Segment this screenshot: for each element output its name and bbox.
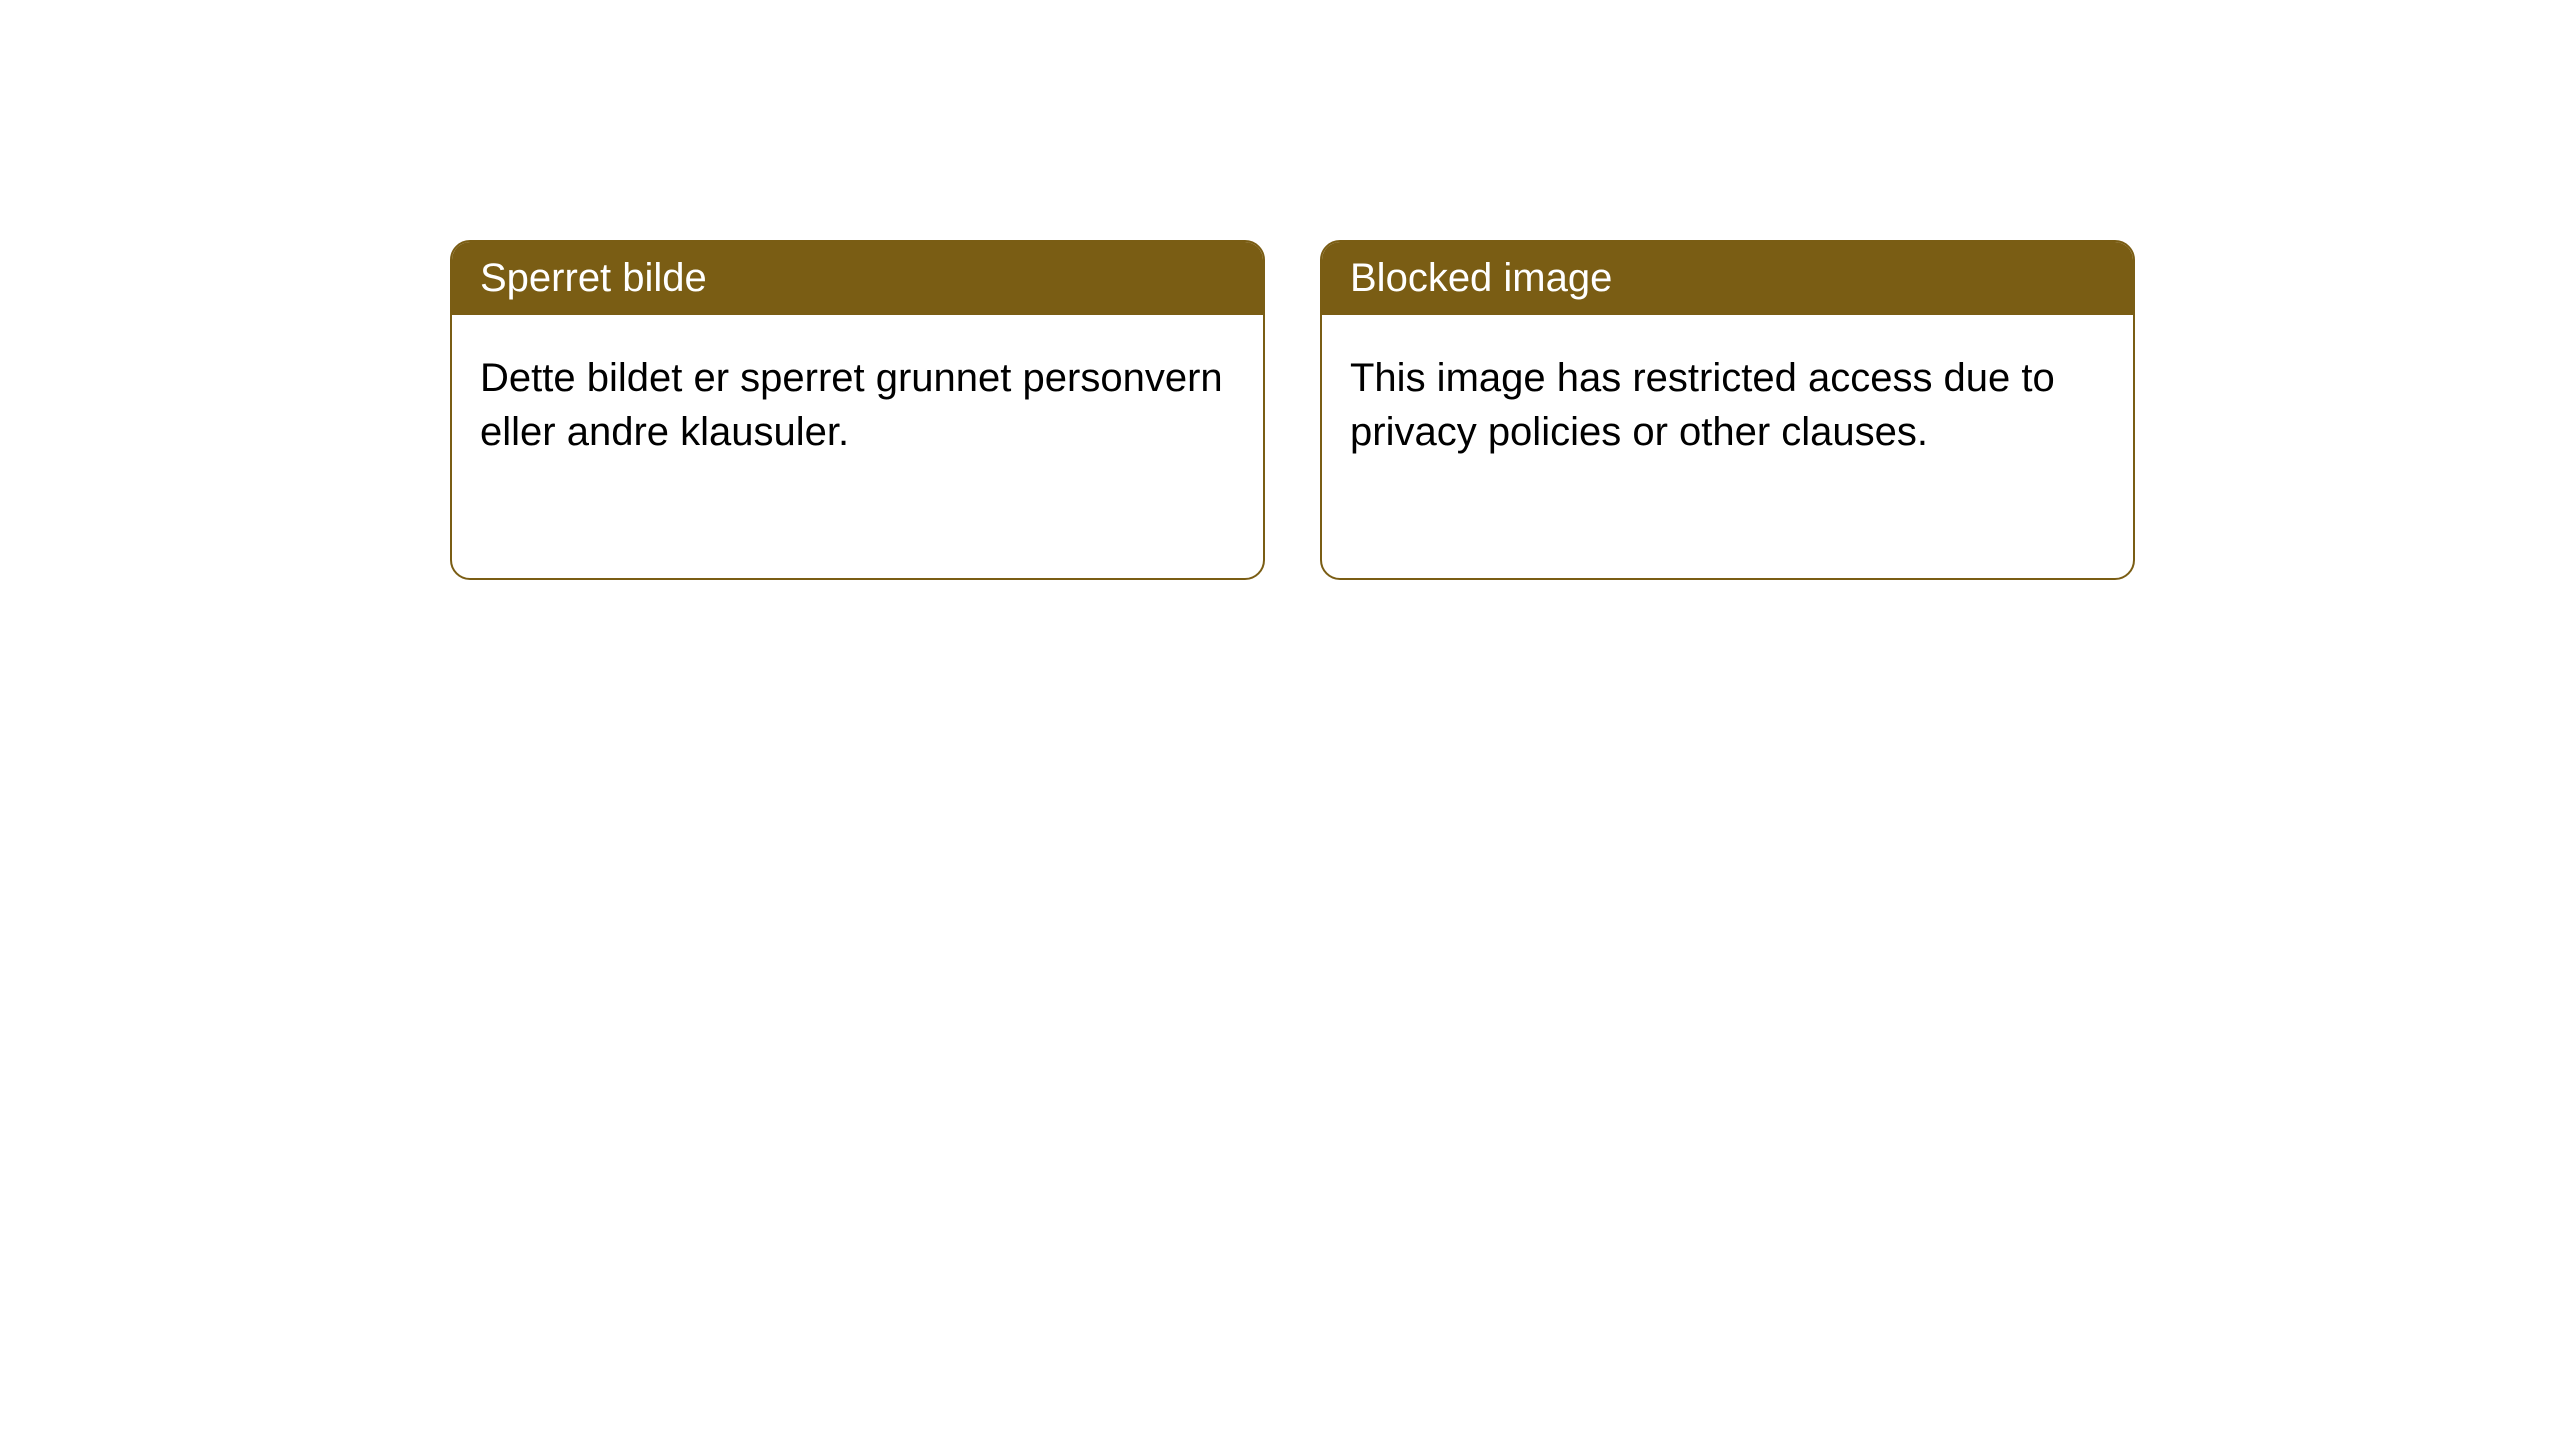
notice-card-container: Sperret bilde Dette bildet er sperret gr… [450,240,2135,580]
notice-card-body: This image has restricted access due to … [1322,315,2133,495]
notice-card-norwegian: Sperret bilde Dette bildet er sperret gr… [450,240,1265,580]
notice-card-title: Sperret bilde [452,242,1263,315]
notice-card-body: Dette bildet er sperret grunnet personve… [452,315,1263,495]
notice-card-english: Blocked image This image has restricted … [1320,240,2135,580]
notice-card-title: Blocked image [1322,242,2133,315]
